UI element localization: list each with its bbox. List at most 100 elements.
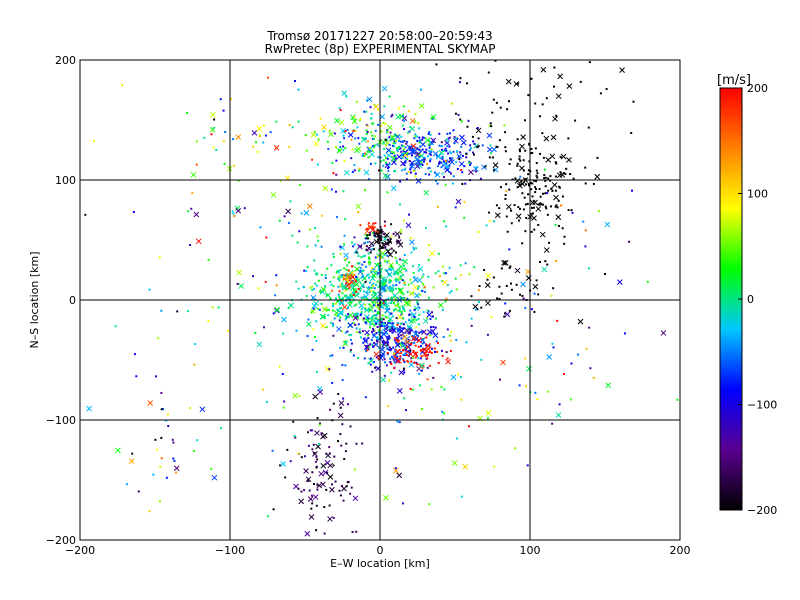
scatter-point (332, 172, 335, 175)
scatter-point (374, 318, 377, 321)
scatter-point (363, 110, 366, 113)
scatter-point (403, 397, 406, 400)
scatter-point (359, 224, 362, 227)
scatter-point (175, 471, 178, 474)
scatter-cross (310, 131, 317, 138)
scatter-point (390, 290, 393, 293)
scatter-point (407, 283, 410, 286)
scatter-point (508, 188, 511, 191)
scatter-point (490, 315, 493, 318)
scatter-cross (325, 292, 331, 298)
scatter-cross (235, 134, 242, 140)
scatter-point (374, 309, 377, 312)
scatter-point (398, 310, 401, 313)
scatter-point (503, 312, 506, 315)
scatter-point (275, 120, 278, 123)
scatter-point (437, 205, 440, 208)
scatter-point (394, 308, 397, 311)
scatter-cross (557, 73, 564, 80)
scatter-point (393, 367, 396, 370)
scatter-point (440, 141, 443, 144)
scatter-point (505, 190, 508, 193)
scatter-cross (288, 302, 294, 309)
scatter-point (313, 287, 316, 290)
scatter-point (237, 179, 240, 182)
scatter-point (420, 330, 423, 333)
scatter-point (391, 113, 394, 116)
colorbar-tick-label: 200 (747, 82, 768, 95)
scatter-point (412, 246, 415, 249)
scatter-point (438, 275, 441, 278)
scatter-point (427, 244, 430, 247)
scatter-point (207, 258, 210, 261)
scatter-point (421, 163, 424, 166)
scatter-point (419, 88, 422, 91)
scatter-point (308, 489, 311, 492)
scatter-cross (407, 351, 414, 358)
scatter-point (449, 132, 452, 135)
scatter-point (332, 255, 335, 258)
scatter-point (395, 277, 398, 280)
scatter-cross (450, 374, 457, 381)
scatter-point (360, 311, 363, 314)
scatter-point (394, 157, 397, 160)
scatter-point (517, 82, 520, 85)
scatter-point (361, 442, 364, 445)
scatter-point (373, 234, 376, 237)
scatter-point (335, 146, 338, 149)
scatter-point (372, 282, 375, 285)
scatter-cross (408, 290, 415, 297)
scatter-point (315, 466, 318, 469)
scatter-point (361, 269, 364, 272)
scatter-point (369, 262, 372, 265)
scatter-point (317, 279, 320, 282)
scatter-point (413, 276, 416, 279)
scatter-point (493, 465, 496, 468)
scatter-point (392, 315, 395, 318)
scatter-point (405, 354, 408, 357)
scatter-point (397, 278, 400, 281)
scatter-point (456, 167, 459, 170)
scatter-point (356, 252, 359, 255)
scatter-point (384, 260, 387, 263)
scatter-point (374, 235, 377, 238)
scatter-point (396, 338, 399, 341)
scatter-cross (311, 302, 318, 309)
scatter-point (395, 251, 398, 254)
scatter-point (404, 346, 407, 349)
scatter-point (585, 347, 588, 350)
scatter-point (385, 138, 388, 141)
scatter-point (409, 168, 412, 171)
scatter-point (402, 502, 405, 505)
scatter-point (385, 336, 388, 339)
scatter-point (125, 483, 128, 486)
scatter-point (564, 172, 567, 175)
scatter-point (363, 260, 366, 263)
scatter-cross (193, 211, 200, 218)
scatter-point (395, 304, 398, 307)
scatter-point (213, 118, 216, 121)
scatter-point (389, 322, 392, 325)
scatter-point (534, 102, 537, 105)
scatter-point (393, 140, 396, 143)
scatter-point (368, 233, 371, 236)
scatter-point (349, 425, 352, 428)
scatter-point (376, 339, 379, 342)
scatter-cross (304, 530, 311, 537)
scatter-cross (416, 277, 423, 284)
scatter-point (371, 284, 374, 287)
scatter-point (538, 187, 541, 190)
scatter-cross (380, 285, 386, 291)
scatter-point (346, 330, 349, 333)
scatter-point (555, 260, 558, 263)
scatter-cross (321, 124, 327, 131)
scatter-point (544, 192, 547, 195)
scatter-point (383, 340, 386, 343)
scatter-point (442, 265, 445, 268)
scatter-point (345, 268, 348, 271)
scatter-point (412, 265, 415, 268)
scatter-cross (442, 279, 448, 286)
scatter-point (396, 336, 399, 339)
scatter-point (556, 319, 559, 322)
scatter-point (422, 341, 425, 344)
